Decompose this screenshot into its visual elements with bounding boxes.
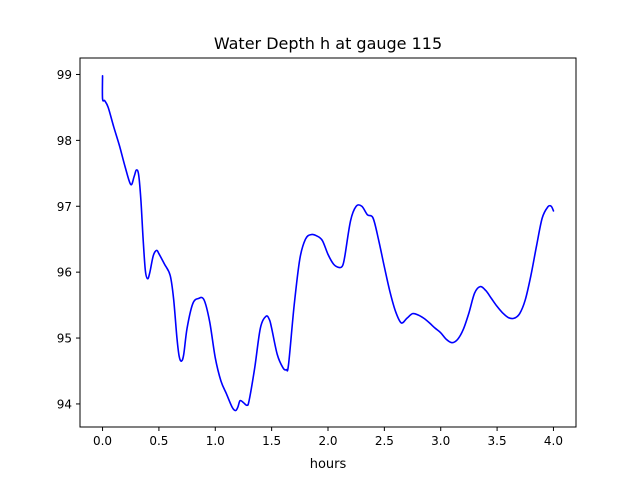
y-tick-label: 97 xyxy=(57,200,72,214)
x-tick-label: 0.5 xyxy=(149,434,168,448)
x-axis: 0.0 0.5 1.0 1.5 2.0 2.5 3.0 3.5 4.0 xyxy=(93,427,563,448)
plot-layer xyxy=(101,74,555,412)
x-tick-label: 3.0 xyxy=(431,434,450,448)
x-tick-label: 0.0 xyxy=(93,434,112,448)
series-line xyxy=(101,74,555,412)
y-tick-label: 95 xyxy=(57,332,72,346)
x-tick-label: 3.5 xyxy=(488,434,507,448)
chart-title: Water Depth h at gauge 115 xyxy=(214,34,442,53)
x-tick-label: 1.5 xyxy=(262,434,281,448)
x-tick-label: 1.0 xyxy=(206,434,225,448)
y-axis: 94 95 96 97 98 99 xyxy=(57,68,80,411)
y-tick-label: 94 xyxy=(57,397,72,411)
y-tick-label: 98 xyxy=(57,134,72,148)
y-tick-label: 99 xyxy=(57,68,72,82)
x-tick-label: 2.5 xyxy=(375,434,394,448)
x-tick-label: 2.0 xyxy=(318,434,337,448)
y-tick-label: 96 xyxy=(57,266,72,280)
x-tick-label: 4.0 xyxy=(544,434,563,448)
x-axis-label: hours xyxy=(310,457,347,472)
